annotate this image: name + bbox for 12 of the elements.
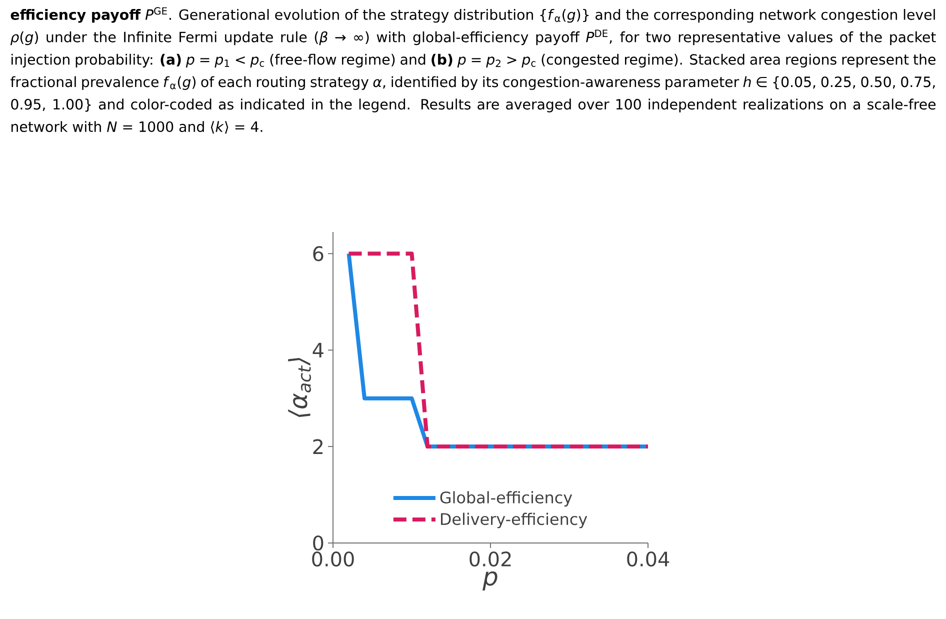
x-tick-label: 0.04 xyxy=(627,552,670,567)
text: efficiency payoff P$^{GE}$. Generational evolution of the strategy distribution {f$_{α}$(g)} and the corresponding network congestion level ρ(g) under the Infinite Fermi update rule (β → ∞) with global-efficiency payoff P$^{DE}$, for two representative values of the packet injection probability: (a) p = p$_{1}$ < p$_{c}$ (free-flow regime) and (b) p = p$_{2}$ > p$_{c}$ (congested regime). Stacked area regions represent the fractional prevalence f$_{α}$(g) of each routing strategy α, identified by its congestion-awareness parameter h ∈ {0.05, 0.25, 0.50, 0.75, 0.95, 1.00} and color-coded as indicated in the legend. Results are averaged over 100 independent realizations on a scale-free network with N = 1000 and ⟨k⟩ = 4. xyxy=(10,7,936,134)
y-tick-label: 0 xyxy=(313,535,324,551)
y-tick-label: 2 xyxy=(313,439,322,454)
y-tick-label: 6 xyxy=(313,246,324,262)
legend-label: Delivery-efficiency xyxy=(440,512,588,528)
x-axis-title: p xyxy=(482,571,498,591)
y-axis-title: ⟨α$_{act}$⟩ xyxy=(288,358,311,417)
legend-label: Global-efficiency xyxy=(440,491,572,507)
y-tick-label: 4 xyxy=(312,342,324,358)
x-tick-label: 0.02 xyxy=(470,552,511,567)
x-tick-label: 0.00 xyxy=(312,552,354,567)
